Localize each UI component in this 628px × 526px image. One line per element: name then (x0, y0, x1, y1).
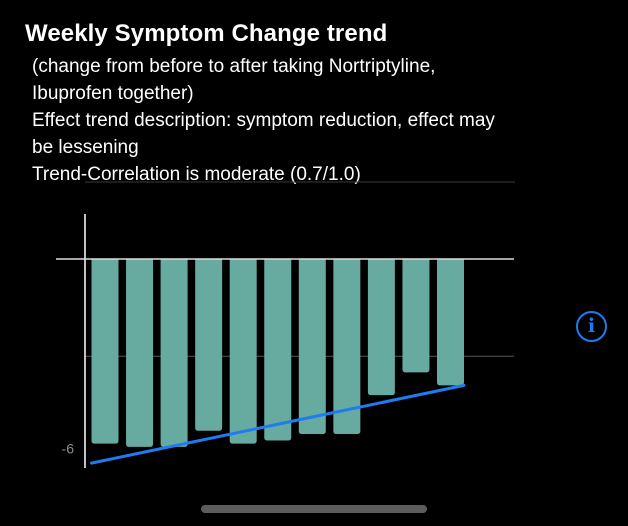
bar (298, 259, 326, 434)
trend-line (90, 383, 466, 465)
bar (333, 259, 361, 434)
bar (367, 259, 395, 396)
bar (229, 259, 257, 444)
subtitle-line: Ibuprofen together) (32, 83, 194, 104)
chart-title: Weekly Symptom Change trend (25, 20, 388, 47)
bar (126, 259, 154, 447)
bar (437, 259, 464, 386)
y-ticks: -6 (62, 440, 75, 456)
home-indicator[interactable] (201, 505, 427, 513)
info-icon: i (587, 315, 596, 337)
trend-line-group (90, 383, 466, 465)
subtitle-line: be lessening (32, 137, 139, 158)
chart-subtitle: (change from before to after taking Nort… (32, 54, 562, 189)
info-button[interactable]: i (576, 311, 607, 342)
subtitle-line: Effect trend description: symptom reduct… (32, 110, 495, 131)
bar (160, 259, 188, 447)
bar (91, 259, 119, 444)
y-tick-label: -6 (62, 440, 75, 456)
bar (195, 259, 223, 431)
subtitle-line: Trend-Correlation is moderate (0.7/1.0) (32, 164, 361, 185)
subtitle-line: (change from before to after taking Nort… (32, 56, 436, 77)
bars (91, 259, 464, 447)
bar (402, 259, 430, 373)
bar (264, 259, 292, 441)
